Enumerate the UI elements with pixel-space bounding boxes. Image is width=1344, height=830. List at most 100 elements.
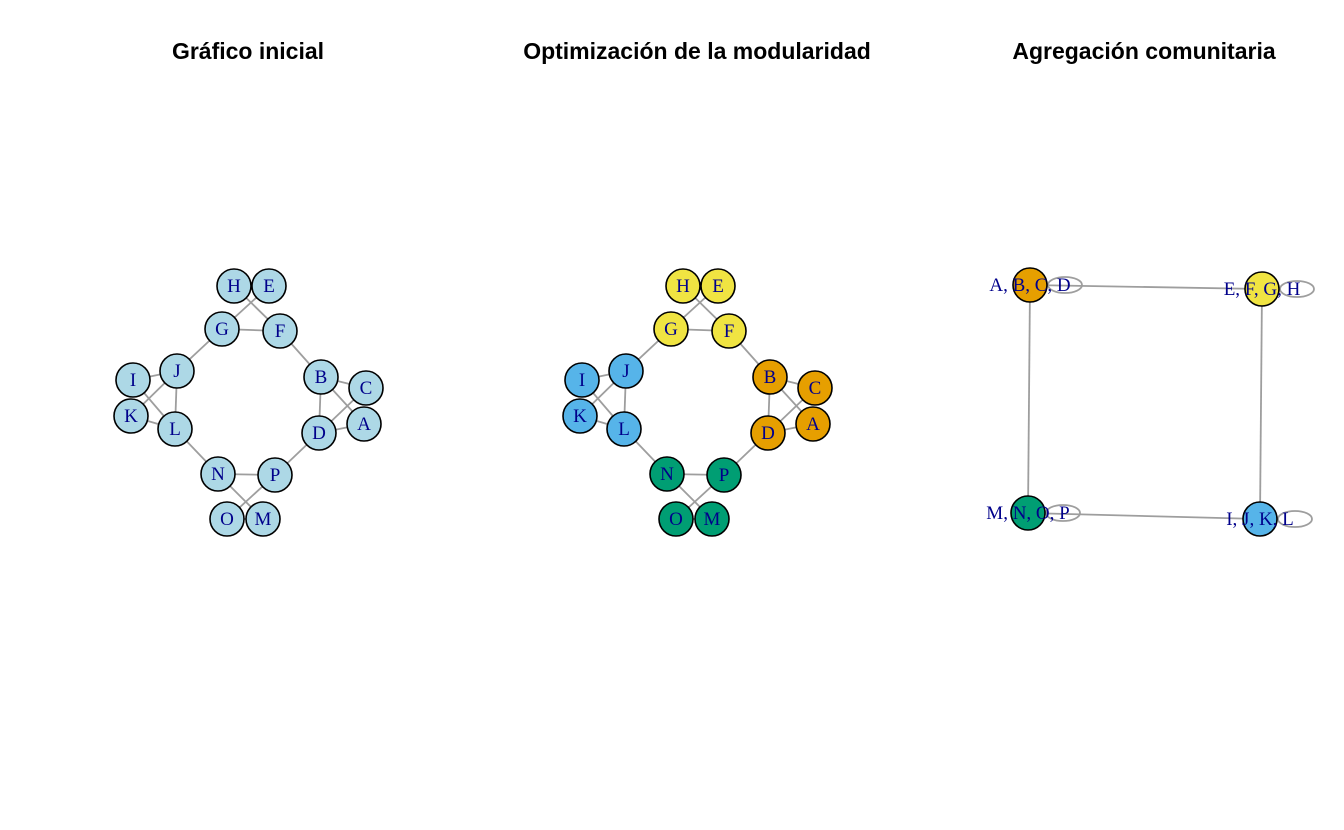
initial-node-m: M <box>245 501 281 537</box>
initial-graph-panel: A B C D E F G H I J K L M N O P <box>113 268 384 537</box>
modularity-node-c: C <box>797 370 833 406</box>
modularity-graph-panel: A B C D E F G H I J K L M N O P <box>562 268 833 537</box>
initial-node-label: P <box>270 465 281 486</box>
modularity-node-circle <box>649 456 685 492</box>
initial-node-circle <box>257 457 293 493</box>
initial-node-circle <box>303 359 339 395</box>
initial-node-f: F <box>262 313 298 349</box>
initial-node-circle <box>159 353 195 389</box>
aggregated-node-circle <box>1242 501 1278 537</box>
modularity-node-p: P <box>706 457 742 493</box>
aggregated-node-label: I, J, K, L <box>1226 509 1294 530</box>
initial-node-c: C <box>348 370 384 406</box>
initial-node-p: P <box>257 457 293 493</box>
modularity-node-o: O <box>658 501 694 537</box>
modularity-node-k: K <box>562 398 598 434</box>
initial-node-a: A <box>346 406 382 442</box>
modularity-node-g: G <box>653 311 689 347</box>
initial-node-e: E <box>251 268 287 304</box>
modularity-node-circle <box>658 501 694 537</box>
initial-node-b: B <box>303 359 339 395</box>
aggregated-self-loop-ijkl <box>1277 510 1313 528</box>
modularity-node-b: B <box>752 359 788 395</box>
panel-title-modularity: Optimización de la modularidad <box>523 38 871 64</box>
modularity-node-i: I <box>564 362 600 398</box>
initial-node-circle <box>346 406 382 442</box>
initial-node-label: E <box>263 276 275 297</box>
aggregated-node-ijkl: I, J, K, L <box>1226 501 1294 537</box>
modularity-node-l: L <box>606 411 642 447</box>
modularity-node-label: E <box>712 276 724 297</box>
aggregated-edge-abcd-efgh <box>1029 284 1263 290</box>
modularity-node-f: F <box>711 313 747 349</box>
initial-node-label: F <box>275 321 286 342</box>
initial-node-h: H <box>216 268 252 304</box>
panel-title-aggregation: Agregación comunitaria <box>1012 38 1276 64</box>
modularity-node-circle <box>562 398 598 434</box>
modularity-node-label: I <box>579 370 585 391</box>
modularity-node-label: L <box>618 419 630 440</box>
aggregated-node-label: M, N, O, P <box>986 503 1069 524</box>
aggregated-node-abcd: A, B, C, D <box>989 267 1071 303</box>
modularity-node-label: O <box>669 509 683 530</box>
modularity-node-a: A <box>795 406 831 442</box>
modularity-node-circle <box>797 370 833 406</box>
aggregated-graph-panel: A, B, C, D E, F, G, H M, N, O, P I, J, K, L <box>986 267 1315 537</box>
initial-node-l: L <box>157 411 193 447</box>
modularity-node-d: D <box>750 415 786 451</box>
aggregated-self-loop-abcd <box>1047 276 1083 294</box>
modularity-node-circle <box>694 501 730 537</box>
initial-node-label: N <box>211 464 225 485</box>
initial-node-label: G <box>215 319 229 340</box>
initial-node-o: O <box>209 501 245 537</box>
aggregated-edge-abcd-mnop <box>1027 284 1031 514</box>
initial-node-label: L <box>169 419 181 440</box>
modularity-node-j: J <box>608 353 644 389</box>
aggregated-node-circle <box>1010 495 1046 531</box>
modularity-node-label: K <box>573 406 587 427</box>
modularity-node-circle <box>706 457 742 493</box>
aggregated-node-label: E, F, G, H <box>1224 279 1301 300</box>
initial-node-circle <box>115 362 151 398</box>
aggregated-node-efgh: E, F, G, H <box>1224 271 1301 307</box>
initial-node-j: J <box>159 353 195 389</box>
modularity-node-label: D <box>761 423 775 444</box>
initial-node-label: K <box>124 406 138 427</box>
modularity-node-label: M <box>704 509 721 530</box>
initial-node-label: H <box>227 276 241 297</box>
modularity-node-circle <box>608 353 644 389</box>
modularity-node-label: J <box>622 361 629 382</box>
aggregated-edge-efgh-ijkl <box>1259 288 1263 520</box>
initial-node-circle <box>251 268 287 304</box>
aggregated-self-loop-mnop <box>1045 504 1081 522</box>
aggregated-node-label: A, B, C, D <box>989 275 1070 296</box>
panel-title-initial: Gráfico inicial <box>171 38 325 64</box>
initial-node-g: G <box>204 311 240 347</box>
initial-node-n: N <box>200 456 236 492</box>
modularity-node-h: H <box>665 268 701 304</box>
aggregated-node-circle <box>1012 267 1048 303</box>
modularity-node-label: C <box>809 378 822 399</box>
initial-node-label: O <box>220 509 234 530</box>
initial-node-circle <box>301 415 337 451</box>
modularity-node-label: G <box>664 319 678 340</box>
initial-node-i: I <box>115 362 151 398</box>
initial-node-circle <box>113 398 149 434</box>
initial-node-d: D <box>301 415 337 451</box>
modularity-node-label: A <box>806 414 820 435</box>
aggregated-node-circle <box>1244 271 1280 307</box>
initial-node-k: K <box>113 398 149 434</box>
initial-node-circle <box>200 456 236 492</box>
aggregated-self-loop-efgh <box>1279 280 1315 298</box>
modularity-node-label: N <box>660 464 674 485</box>
initial-node-circle <box>216 268 252 304</box>
initial-node-circle <box>262 313 298 349</box>
modularity-node-label: B <box>764 367 777 388</box>
modularity-node-circle <box>564 362 600 398</box>
initial-node-circle <box>209 501 245 537</box>
modularity-node-n: N <box>649 456 685 492</box>
modularity-node-circle <box>750 415 786 451</box>
initial-node-label: D <box>312 423 326 444</box>
modularity-node-label: F <box>724 321 735 342</box>
